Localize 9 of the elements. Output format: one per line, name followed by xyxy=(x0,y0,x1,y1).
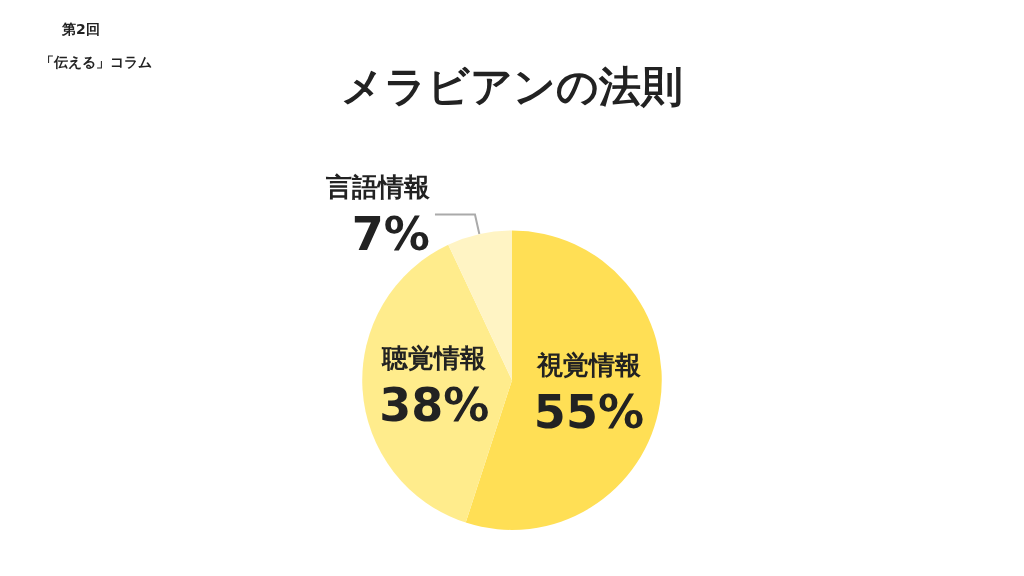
slice-label: 聴覚情報 xyxy=(381,343,487,374)
slice-label: 言語情報 xyxy=(324,172,430,203)
data-label: 55% xyxy=(533,385,644,440)
slice-label: 視覚情報 xyxy=(535,350,641,381)
text: 第2回 xyxy=(61,21,100,37)
data-label: 7% xyxy=(351,207,430,262)
text: 「伝える」コラム xyxy=(40,54,152,70)
chart-title: メラビアンの法則 xyxy=(341,61,683,111)
data-label: 38% xyxy=(379,378,490,433)
